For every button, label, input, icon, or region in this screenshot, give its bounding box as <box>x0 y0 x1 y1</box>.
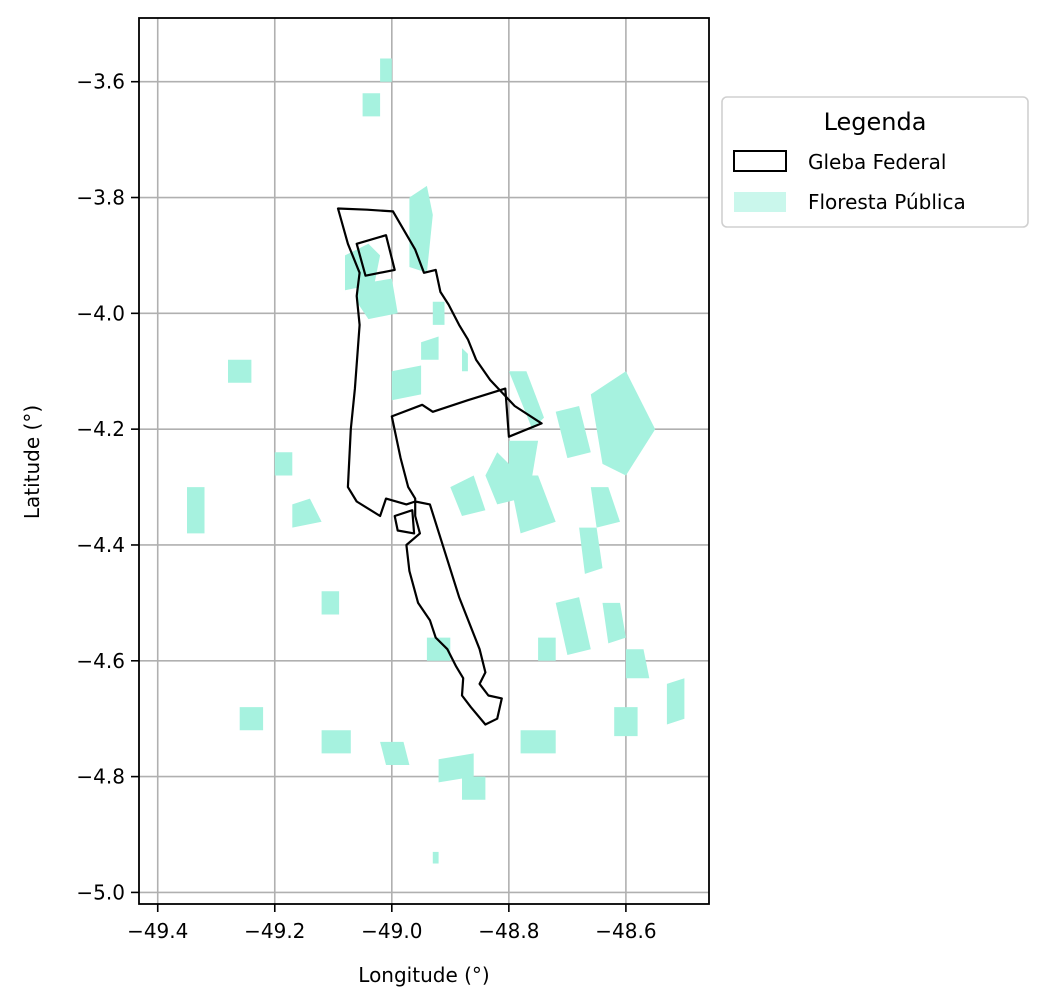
x-axis-label: Longitude (°) <box>358 963 489 987</box>
floresta-publica-area-0 <box>409 185 433 273</box>
y-tick-label-0: −3.6 <box>76 70 125 94</box>
floresta-publica-area-17 <box>555 597 591 655</box>
legend: Legenda Gleba Federal Floresta Pública <box>721 96 1029 228</box>
y-tick-label-6: −4.8 <box>76 765 125 789</box>
floresta-publica-area-8 <box>508 440 539 482</box>
gleba-federal-north-inset <box>355 234 396 277</box>
y-tick-label-1: −3.8 <box>76 186 125 210</box>
floresta-publica-area-19 <box>538 637 556 661</box>
y-tick-label-3: −4.2 <box>76 417 125 441</box>
floresta-publica-area-4 <box>421 336 439 360</box>
floresta-publica-area-10 <box>590 371 656 476</box>
gleba-federal-main <box>336 207 543 726</box>
x-tick-label-3: −48.8 <box>478 919 539 943</box>
floresta-publica-area-28 <box>239 707 264 731</box>
floresta-publica-area-3 <box>432 301 445 325</box>
floresta-publica-area-33 <box>362 93 381 117</box>
floresta-publica-area-13 <box>450 475 486 516</box>
plot-frame <box>138 17 710 905</box>
y-tick-label-4: −4.4 <box>76 533 125 557</box>
floresta-publica-area-14 <box>292 498 322 528</box>
floresta-publica-area-21 <box>666 678 685 725</box>
floresta-publica-area-16 <box>579 527 603 574</box>
y-tick-label-5: −4.6 <box>76 649 125 673</box>
floresta-publica-area-20 <box>625 649 650 679</box>
floresta-publica-area-9 <box>555 406 591 459</box>
x-tick-label-1: −49.2 <box>244 919 305 943</box>
legend-swatch-gleba <box>733 150 787 172</box>
floresta-publica-layer <box>187 58 685 864</box>
x-axis-ticks: −49.4 −49.2 −49.0 −48.8 −48.6 <box>127 904 657 943</box>
legend-swatch-floresta <box>734 192 786 212</box>
floresta-publica-area-18 <box>602 602 626 644</box>
floresta-publica-area-11 <box>485 452 521 505</box>
y-tick-label-2: −4.0 <box>76 301 125 325</box>
floresta-publica-area-36 <box>432 851 439 864</box>
floresta-publica-area-26 <box>380 741 410 765</box>
legend-label-floresta: Floresta Pública <box>808 190 966 214</box>
floresta-publica-area-30 <box>274 452 293 476</box>
floresta-publica-area-34 <box>380 58 392 82</box>
gleba-federal-mid-inset <box>393 509 416 535</box>
floresta-publica-area-25 <box>462 776 486 800</box>
x-tick-label-0: −49.4 <box>127 919 188 943</box>
y-axis-label: Latitude (°) <box>20 405 44 519</box>
floresta-publica-area-22 <box>614 707 638 737</box>
floresta-publica-area-27 <box>321 730 351 754</box>
floresta-publica-area-32 <box>321 591 340 615</box>
legend-label-gleba: Gleba Federal <box>808 150 946 174</box>
floresta-publica-area-23 <box>520 730 556 754</box>
floresta-publica-area-24 <box>438 753 474 783</box>
x-tick-label-4: −48.6 <box>595 919 656 943</box>
floresta-publica-area-15 <box>590 487 620 528</box>
floresta-publica-area-6 <box>462 348 468 372</box>
floresta-publica-area-12 <box>508 475 556 534</box>
y-tick-label-7: −5.0 <box>76 880 125 904</box>
floresta-publica-area-31 <box>228 359 252 383</box>
x-tick-label-2: −49.0 <box>361 919 422 943</box>
y-axis-ticks: −3.6 −3.8 −4.0 −4.2 −4.4 −4.6 −4.8 −5.0 <box>76 70 139 904</box>
floresta-publica-area-35 <box>426 637 451 661</box>
floresta-publica-area-7 <box>508 371 544 430</box>
floresta-publica-area-29 <box>187 487 205 534</box>
legend-box <box>721 96 1029 228</box>
floresta-publica-area-5 <box>391 365 422 401</box>
legend-title: Legenda <box>824 108 927 136</box>
gleba-federal-layer <box>336 207 543 726</box>
floresta-publica-area-2 <box>356 278 398 320</box>
